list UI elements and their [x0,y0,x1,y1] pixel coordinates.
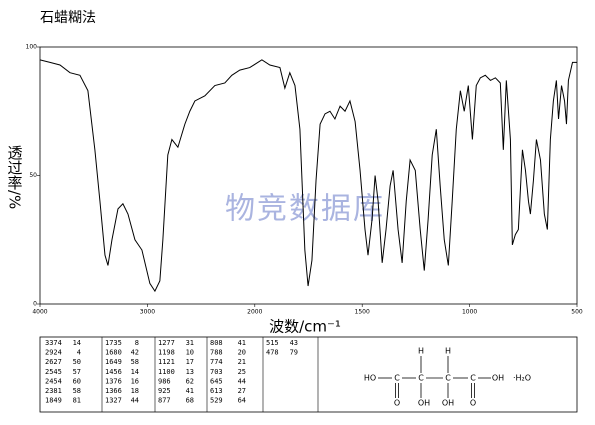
y-tick-label: 50 [29,172,37,179]
peak-transmittance: 14 [131,368,139,376]
x-tick-label: 4000 [32,309,47,316]
peak-wavenumber: 645 [210,377,223,385]
y-tick-label: 100 [26,44,38,51]
peak-wavenumber: 2924 [45,349,62,357]
peak-wavenumber: 1649 [105,358,122,366]
x-tick-label: 3000 [140,309,155,316]
peak-wavenumber: 1277 [158,339,175,347]
peak-wavenumber: 1680 [105,349,122,357]
atom-label: ·H₂O [513,374,531,383]
atom-label: C [418,374,424,383]
peak-transmittance: 81 [73,397,81,405]
peak-transmittance: 64 [238,397,246,405]
x-tick-label: 2000 [247,309,262,316]
peak-transmittance: 31 [186,339,194,347]
x-axis-label: 波数/cm⁻¹ [269,318,341,336]
peak-transmittance: 44 [238,377,246,385]
peak-transmittance: 20 [238,349,246,357]
peak-transmittance: 79 [290,349,298,357]
peak-wavenumber: 1366 [105,387,122,395]
spectrum-line [39,59,577,293]
peak-transmittance: 44 [131,397,139,405]
peak-wavenumber: 703 [210,368,223,376]
peak-transmittance: 21 [238,358,246,366]
peak-transmittance: 41 [238,339,246,347]
atom-label: C [445,374,451,383]
peak-transmittance: 62 [186,377,194,385]
peak-wavenumber: 1121 [158,358,175,366]
structure-bonds [378,356,491,398]
peak-transmittance: 8 [135,339,139,347]
atom-label: H [418,347,424,356]
peak-wavenumber: 1456 [105,368,122,376]
atom-label: O [470,399,476,408]
peak-wavenumber: 1849 [45,397,62,405]
table-frame [39,336,578,413]
peak-transmittance: 25 [238,368,246,376]
peak-wavenumber: 877 [158,397,171,405]
atom-label: H [445,347,451,356]
peak-transmittance: 14 [73,339,81,347]
peak-wavenumber: 774 [210,358,223,366]
peak-transmittance: 4 [77,349,81,357]
peak-transmittance: 57 [73,368,81,376]
peak-transmittance: 68 [186,397,194,405]
peak-transmittance: 60 [73,377,81,385]
peak-wavenumber: 1100 [158,368,175,376]
x-tick-label: 1500 [355,309,370,316]
peak-wavenumber: 3374 [45,339,62,347]
peak-wavenumber: 925 [158,387,171,395]
chart-title: 石蜡糊法 [40,10,96,26]
peak-transmittance: 27 [238,387,246,395]
atom-label: C [394,374,400,383]
peak-transmittance: 16 [131,377,139,385]
plot-frame [39,46,578,305]
peak-transmittance: 18 [131,387,139,395]
peak-wavenumber: 2381 [45,387,62,395]
peak-wavenumber: 2454 [45,377,62,385]
peak-wavenumber: 478 [266,349,279,357]
atom-label: OH [492,374,504,383]
peak-transmittance: 42 [131,349,139,357]
peak-wavenumber: 515 [266,339,279,347]
atom-label: OH [442,399,454,408]
atom-label: OH [418,399,430,408]
peak-wavenumber: 2627 [45,358,62,366]
atom-label: C [470,374,476,383]
peak-wavenumber: 1735 [105,339,122,347]
peak-wavenumber: 808 [210,339,223,347]
atom-label: O [394,399,400,408]
x-tick-label: 1000 [462,309,477,316]
peak-transmittance: 17 [186,358,194,366]
peak-transmittance: 50 [73,358,81,366]
peak-transmittance: 10 [186,349,194,357]
peak-transmittance: 13 [186,368,194,376]
atom-label: HO [364,374,376,383]
watermark: 物竞数据库 [225,192,385,227]
peak-wavenumber: 788 [210,349,223,357]
peak-wavenumber: 613 [210,387,223,395]
peak-transmittance: 58 [73,387,81,395]
peak-wavenumber: 529 [210,397,223,405]
y-axis-label: 透过率/% [6,145,24,209]
peak-wavenumber: 1327 [105,397,122,405]
peak-wavenumber: 1198 [158,349,175,357]
peak-wavenumber: 1376 [105,377,122,385]
x-tick-label: 500 [571,309,583,316]
peak-wavenumber: 986 [158,377,171,385]
peak-transmittance: 43 [290,339,298,347]
y-tick-label: 0 [33,301,37,308]
peak-transmittance: 58 [131,358,139,366]
peak-transmittance: 41 [186,387,194,395]
peak-wavenumber: 2545 [45,368,62,376]
